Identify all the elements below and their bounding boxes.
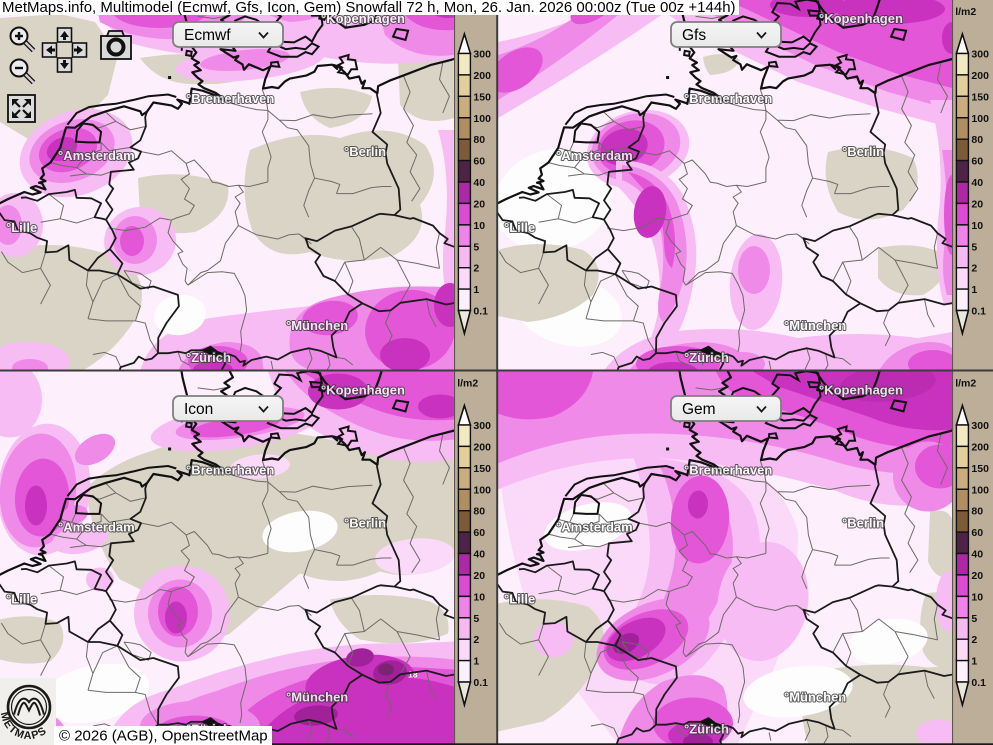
svg-text:18: 18 — [408, 670, 418, 680]
svg-text:© 2026 (AGB), OpenStreetMap: © 2026 (AGB), OpenStreetMap — [59, 728, 268, 745]
svg-text:Ecmwf: Ecmwf — [184, 27, 231, 44]
svg-text:Gfs: Gfs — [682, 27, 706, 44]
svg-text:MetMaps.info, Multimodel (Ecmw: MetMaps.info, Multimodel (Ecmwf, Gfs, Ic… — [2, 0, 736, 16]
svg-text:Icon: Icon — [184, 401, 213, 418]
svg-text:Gem: Gem — [682, 401, 716, 418]
